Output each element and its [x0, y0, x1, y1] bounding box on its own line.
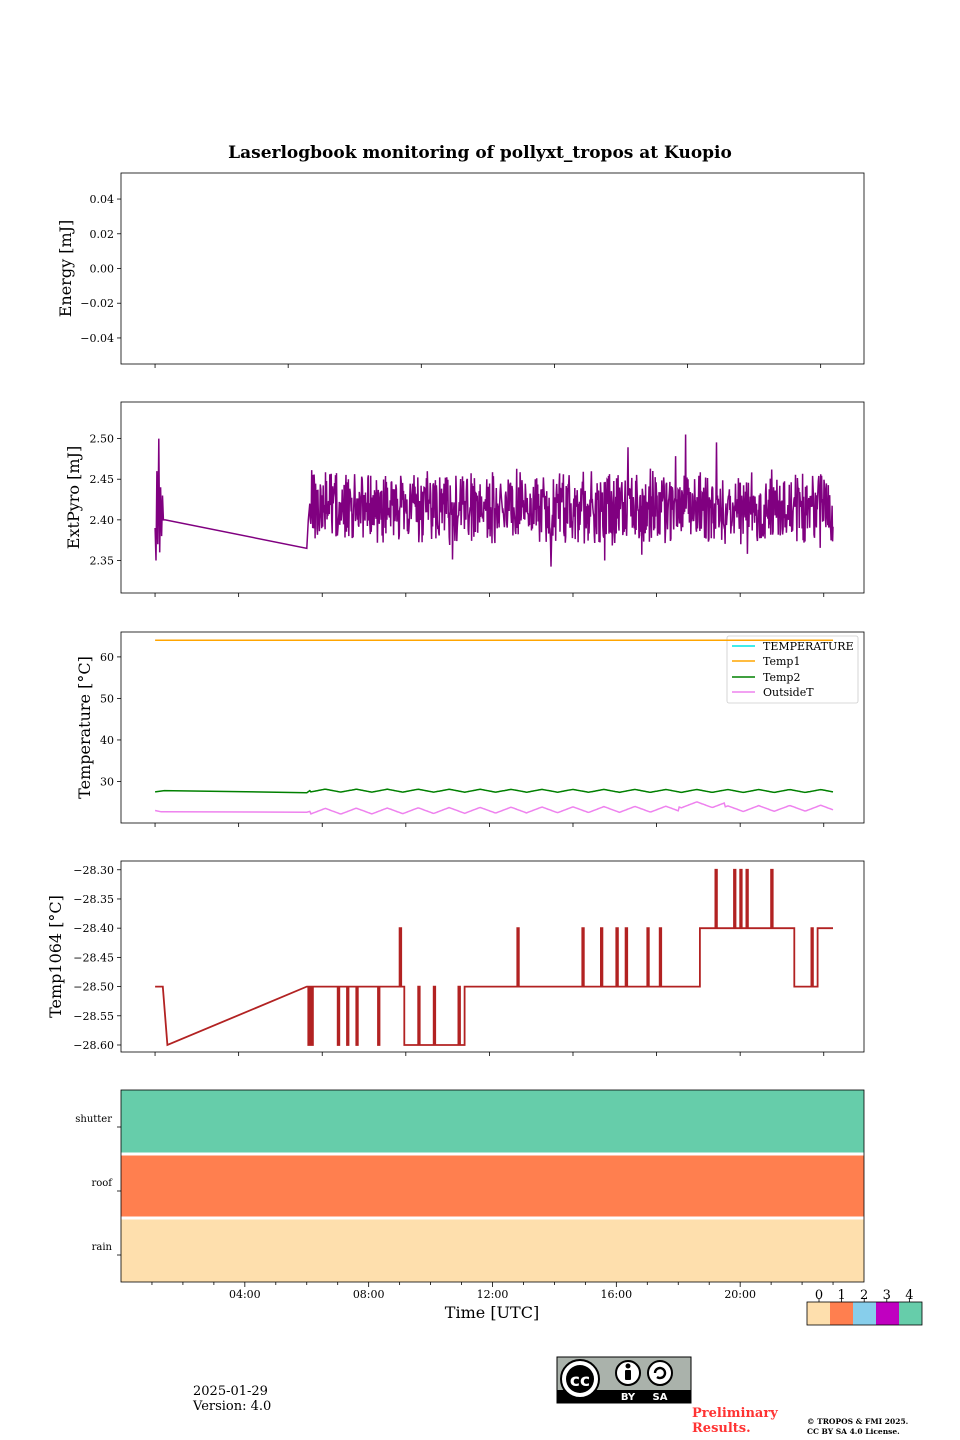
extpyro-ytick-label: 2.35: [90, 554, 115, 567]
sa-label: SA: [653, 1392, 668, 1403]
temperature-panel: Temperature [°C] TEMPERATURE Temp1 Temp2…: [75, 631, 865, 827]
energy-ytick-label: 0.00: [90, 263, 115, 276]
temp1064-ytick-label: −28.60: [73, 1039, 114, 1052]
temp1064-panel: Temp1064 [°C] −28.60 −28.55 −28.50 −28.45 −2…: [46, 860, 865, 1056]
colorbar-swatch-4: [899, 1302, 922, 1325]
temperature-series-outsidet: [154, 801, 834, 815]
energy-ytick-label: −0.02: [80, 297, 114, 310]
extpyro-ytick-label: 2.45: [90, 473, 115, 486]
energy-ytick-label: −0.04: [80, 332, 114, 345]
energy-axes-frame: [120, 172, 865, 365]
status-xtick-label: 12:00: [477, 1288, 509, 1301]
cc-by-sa-icon: cc BY SA: [556, 1356, 692, 1404]
temp1064-ytick-label: −28.40: [73, 922, 114, 935]
colorbar-tick-label: 3: [883, 1288, 891, 1303]
temp1064-ytick-label: −28.30: [73, 864, 114, 877]
legend-box: [726, 635, 859, 704]
temperature-ylabel: Temperature [°C]: [75, 656, 94, 799]
temp1064-axes-frame: [120, 860, 865, 1053]
colorbar-tick-label: 4: [905, 1288, 913, 1303]
temperature-series-temp2: [154, 788, 834, 794]
colorbar-swatch-1: [830, 1302, 853, 1325]
temperature-ytick-label: 50: [100, 692, 114, 705]
status-xtick-label: 16:00: [600, 1288, 632, 1301]
status-band-shutter: [121, 1090, 864, 1154]
temp1064-series-temp1064: [155, 868, 833, 1047]
status-label-shutter: shutter: [75, 1114, 112, 1125]
extpyro-ytick-label: 2.40: [90, 514, 115, 527]
status-band-roof: [121, 1154, 864, 1218]
energy-ytick-label: 0.02: [90, 228, 115, 241]
temperature-ytick-label: 30: [100, 775, 114, 788]
temp1064-ytick-label: −28.45: [73, 951, 114, 964]
legend-label-temperature: TEMPERATURE: [763, 640, 854, 653]
share-alike-icon: [647, 1360, 673, 1386]
status-xtick-label: 08:00: [353, 1288, 385, 1301]
colorbar-swatch-0: [807, 1302, 830, 1325]
status-band-rain: [121, 1218, 864, 1282]
temp1064-ytick-label: −28.50: [73, 981, 114, 994]
status-xtick-label: 04:00: [229, 1288, 261, 1301]
energy-ylabel: Energy [mJ]: [56, 220, 75, 318]
status-xlabel: Time [UTC]: [445, 1303, 539, 1322]
preliminary-label: Preliminary: [692, 1406, 778, 1421]
status-label-rain: rain: [92, 1242, 113, 1253]
legend-label-temp1: Temp1: [763, 655, 800, 668]
status-xtick-label: 20:00: [724, 1288, 756, 1301]
by-label: BY: [621, 1392, 636, 1403]
temp1064-ytick-label: −28.35: [73, 893, 114, 906]
temperature-legend: TEMPERATURE Temp1 Temp2 OutsideT: [726, 635, 859, 704]
date-label: 2025-01-29: [193, 1384, 268, 1399]
figure-title: Laserlogbook monitoring of pollyxt_tropo…: [228, 143, 732, 163]
colorbar-frame: [806, 1301, 923, 1326]
colorbar-tick-label: 0: [815, 1288, 823, 1303]
svg-text:cc: cc: [570, 1371, 590, 1391]
colorbar-tick-label: 1: [837, 1288, 845, 1303]
extpyro-ytick-label: 2.50: [90, 433, 115, 446]
license-line: CC BY SA 4.0 License.: [807, 1427, 900, 1436]
energy-ytick-label: 0.04: [90, 193, 115, 206]
temperature-ytick-label: 40: [100, 734, 114, 747]
results-label: Results.: [692, 1421, 751, 1436]
status-label-roof: roof: [91, 1178, 113, 1189]
legend-label-temp2: Temp2: [763, 671, 800, 684]
colorbar-swatch-3: [876, 1302, 899, 1325]
extpyro-series-extpyro: [154, 434, 834, 567]
colorbar-swatch-2: [853, 1302, 876, 1325]
extpyro-ylabel: ExtPyro [mJ]: [64, 446, 83, 549]
status-panel: rain roof shutter 04:00 08:00 12:00 16:00 20:00: [75, 1089, 865, 1301]
copyright-line: © TROPOS & FMI 2025.: [807, 1417, 909, 1426]
colorbar-tick-label: 2: [860, 1288, 868, 1303]
temperature-ytick-label: 60: [100, 651, 114, 664]
legend-label-outsidet: OutsideT: [763, 686, 814, 699]
temp1064-ytick-label: −28.55: [73, 1010, 114, 1023]
temp1064-ylabel: Temp1064 [°C]: [46, 895, 65, 1018]
version-label: Version: 4.0: [193, 1399, 272, 1414]
extpyro-panel: ExtPyro [mJ] 2.35 2.40 2.45 2.50: [64, 401, 865, 597]
energy-panel: Energy [mJ] −0.04 −0.02 0.00 0.02 0.04: [56, 172, 865, 368]
